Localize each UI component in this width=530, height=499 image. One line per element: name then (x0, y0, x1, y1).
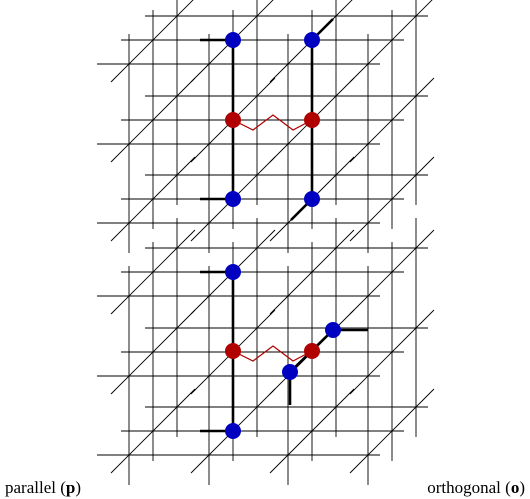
grid-line (110, 388, 196, 474)
grid-line (110, 229, 196, 315)
lattice-grid (97, 0, 435, 253)
site-blue (304, 32, 320, 48)
caption-text: orthogonal ( (427, 478, 511, 497)
grid-line (349, 0, 433, 83)
grid-line (349, 156, 435, 242)
interaction (232, 345, 313, 362)
grid-line (110, 77, 196, 163)
site-blue (225, 264, 241, 280)
interaction (232, 114, 313, 131)
grid-line (349, 229, 435, 315)
site-blue (225, 191, 241, 207)
parallel-configuration (200, 18, 334, 221)
site-blue (225, 32, 241, 48)
orthogonal-configuration (200, 264, 368, 439)
site-blue (282, 364, 298, 380)
grid-line (110, 309, 196, 395)
site-red (304, 112, 320, 128)
site-blue (225, 423, 241, 439)
grid-line (110, 156, 196, 242)
grid-line (110, 0, 194, 83)
grid-line (269, 229, 355, 315)
caption-symbol: o (511, 478, 520, 497)
grid-line (349, 77, 435, 163)
grid-line (349, 388, 435, 474)
caption-symbol: p (66, 478, 75, 497)
grid-line (269, 388, 355, 474)
site-blue (325, 322, 341, 338)
site-red (225, 112, 241, 128)
caption-text: ) (519, 478, 525, 497)
site-red (225, 343, 241, 359)
caption: parallel (p) (5, 478, 81, 497)
site-red (304, 343, 320, 359)
caption-text: ) (75, 478, 81, 497)
site-blue (304, 191, 320, 207)
caption: orthogonal (o) (427, 478, 525, 497)
grid-line (349, 309, 435, 395)
caption-text: parallel ( (5, 478, 66, 497)
